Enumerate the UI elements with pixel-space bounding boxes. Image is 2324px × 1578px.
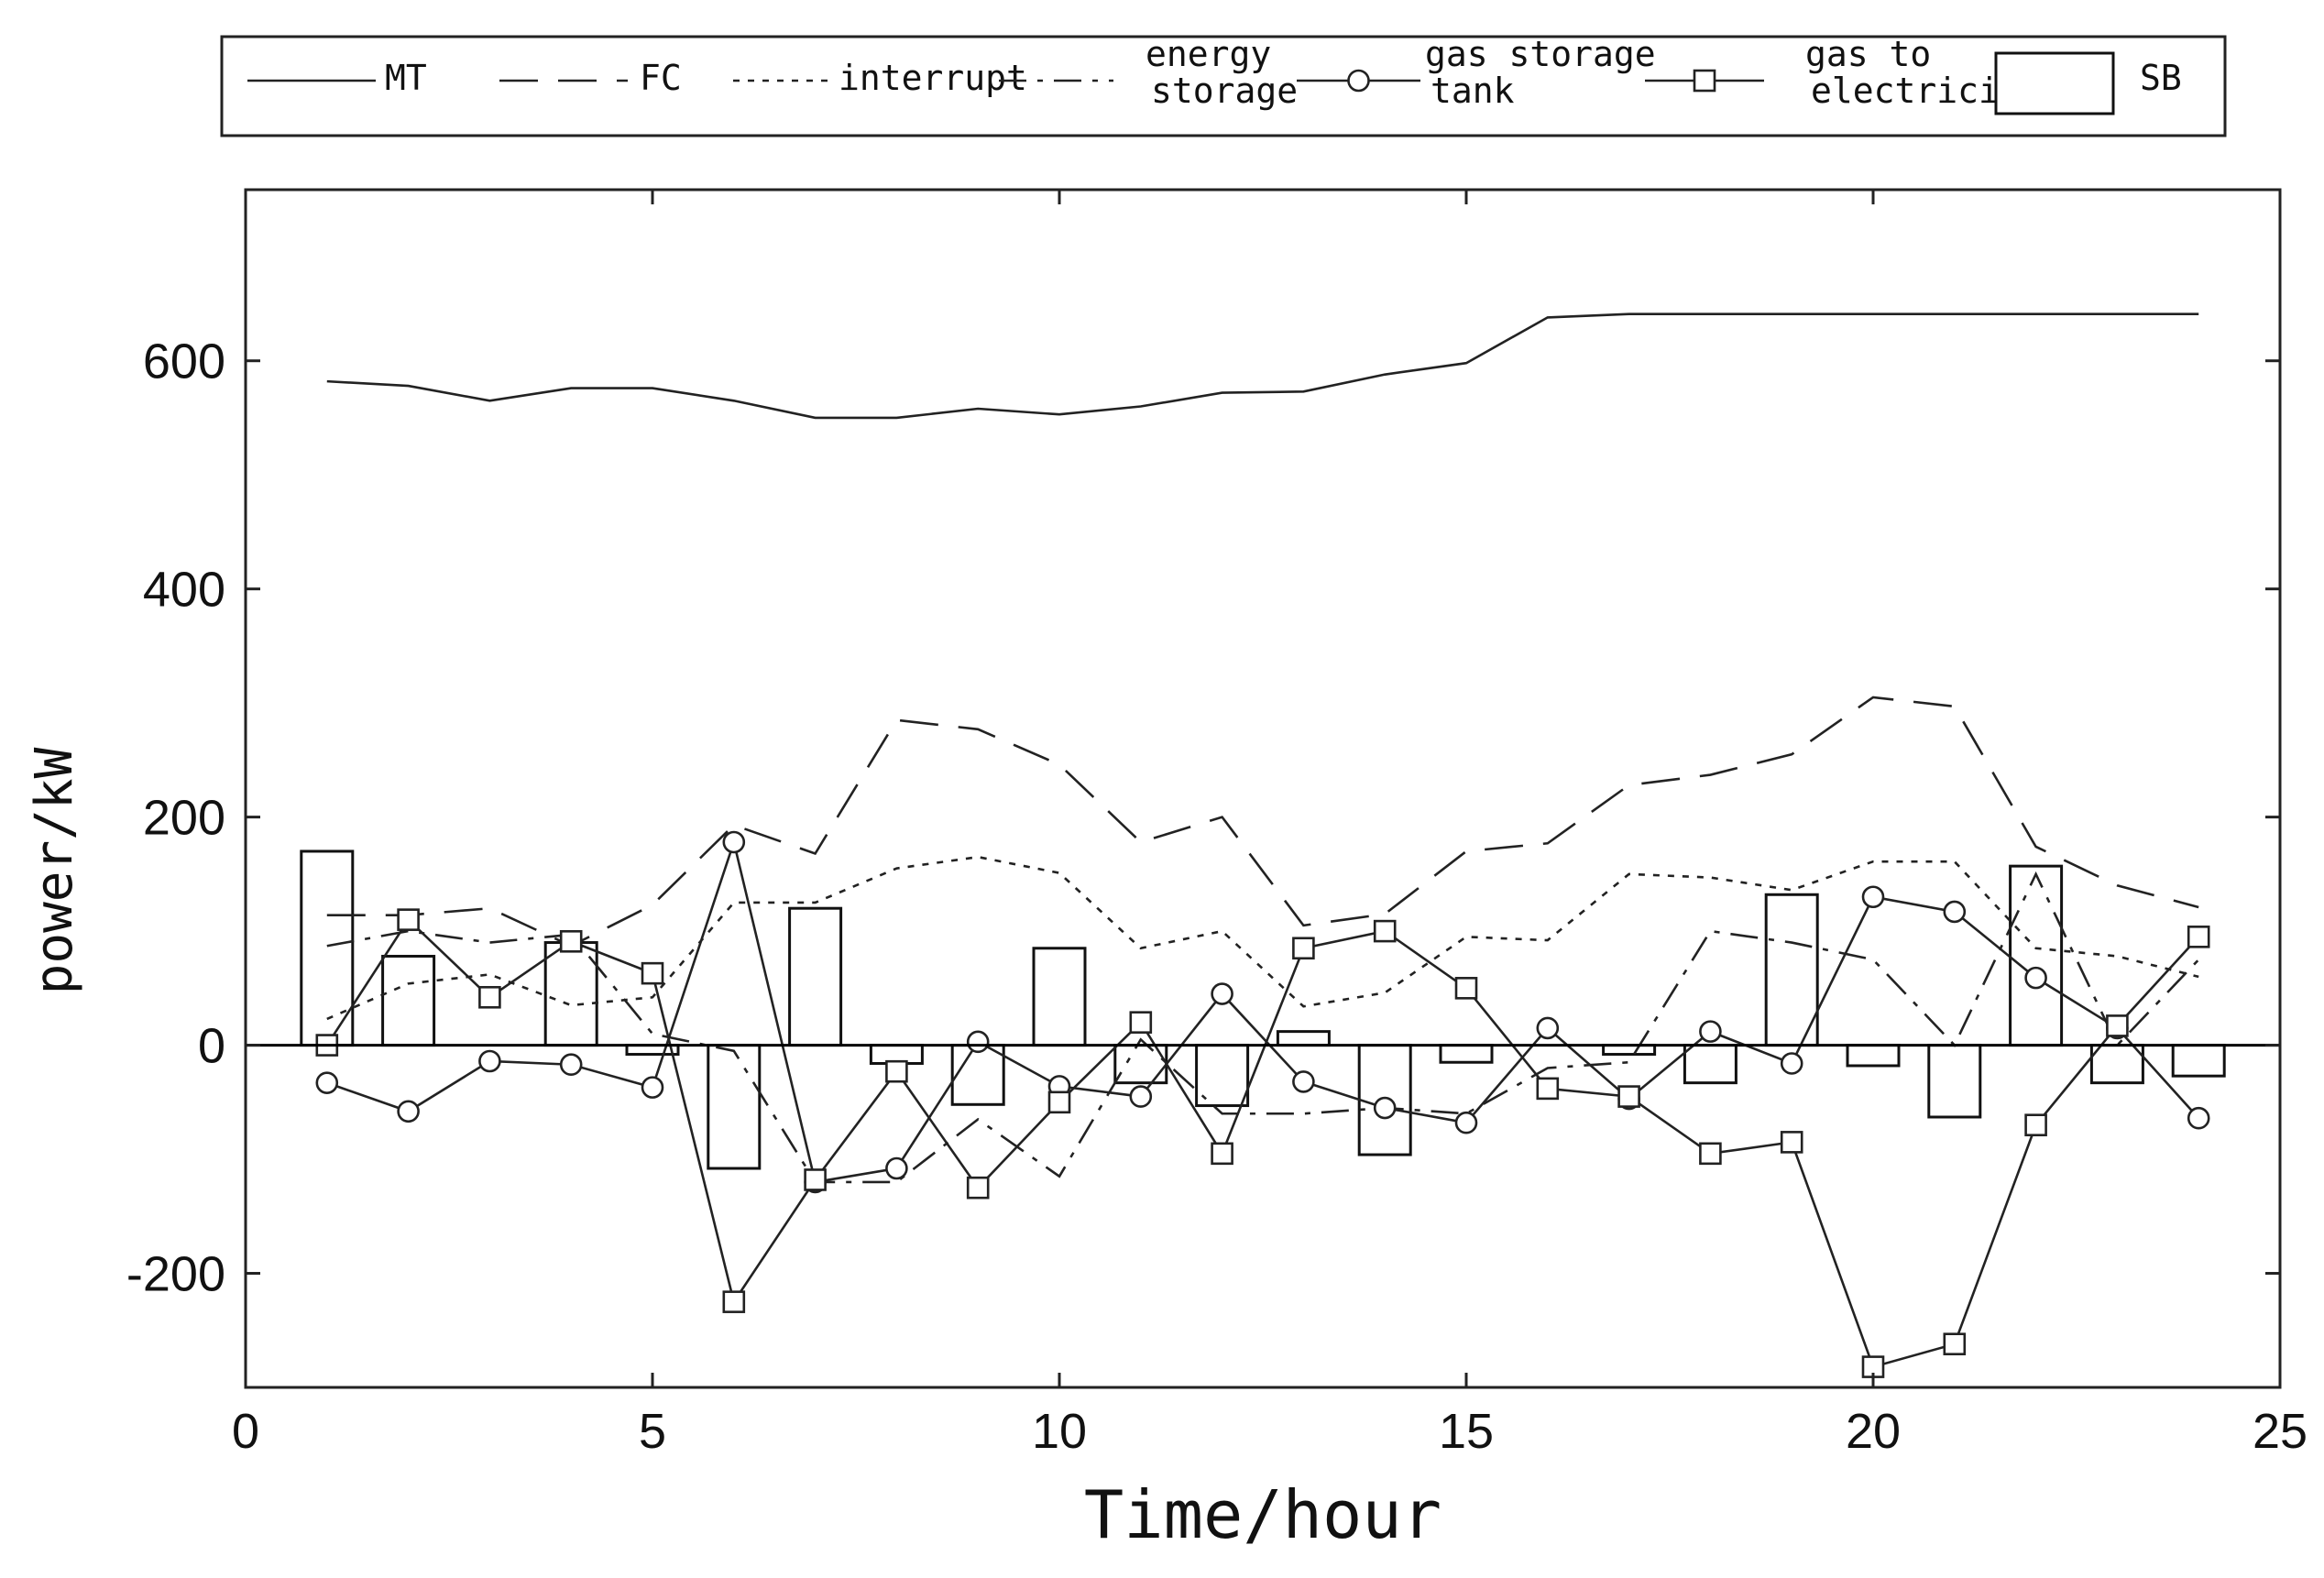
gas-to-electricity-marker	[1211, 1142, 1233, 1166]
gas-storage-marker	[641, 1076, 664, 1099]
series-markers	[315, 830, 2210, 1378]
axes: 0 5 10 15 20 25 -200 0 200 400 600	[126, 190, 2308, 1459]
gas-to-electricity-marker	[804, 1168, 827, 1191]
gas-to-electricity-marker	[559, 929, 583, 953]
gas-to-electricity-marker	[478, 985, 501, 1009]
gas-to-electricity-marker	[966, 1176, 990, 1200]
gas-to-electricity-marker	[1373, 919, 1397, 943]
sb-bar	[950, 1044, 1005, 1106]
gas-storage-marker	[1129, 1085, 1153, 1108]
gas-to-electricity-marker	[2024, 1113, 2047, 1137]
sb-bar	[707, 1044, 762, 1170]
sb-bar	[1764, 893, 1819, 1047]
gas-to-electricity-marker	[2187, 926, 2210, 948]
legend-marker	[1693, 69, 1716, 93]
gas-storage-marker	[1780, 1052, 1803, 1075]
y-tick-label: 400	[143, 563, 225, 618]
gas-to-electricity-marker	[1780, 1131, 1803, 1154]
sb-bar	[381, 954, 436, 1047]
legend-label: energy storage	[1146, 34, 1298, 111]
x-tick-label: 20	[1846, 1404, 1901, 1459]
sb-bar	[788, 906, 843, 1047]
gas-storage-marker	[559, 1053, 583, 1077]
gas-storage-marker	[478, 1049, 501, 1073]
legend-marker	[1347, 69, 1370, 93]
gas-storage-marker	[1373, 1096, 1397, 1120]
gas-to-electricity-marker	[1047, 1090, 1071, 1114]
gas-to-electricity-marker	[1454, 977, 1478, 1000]
gas-storage-marker	[397, 1100, 420, 1123]
sb-bar	[1276, 1030, 1331, 1047]
gas-storage-marker	[1861, 885, 1885, 909]
series-line	[326, 312, 2199, 420]
series-line	[326, 696, 2199, 948]
gas-to-electricity-marker	[1617, 1085, 1640, 1108]
gas-to-electricity-marker	[2106, 1014, 2129, 1037]
gas-storage-marker	[1699, 1020, 1722, 1043]
legend: MT FC interrupt energy storage gas storage tan…	[220, 34, 2227, 137]
series-line	[326, 838, 2200, 1184]
x-axis-label: Time/hour	[1084, 1476, 1442, 1553]
x-tick-label: 25	[2253, 1404, 2308, 1459]
legend-box	[220, 35, 2227, 137]
legend-label: interrupt	[839, 58, 1027, 98]
gas-storage-marker	[1943, 900, 1967, 924]
sb-bar	[1683, 1044, 1738, 1085]
gas-storage-marker	[2024, 966, 2047, 990]
legend-label: gas storage tank	[1425, 34, 1656, 111]
sb-bar	[2171, 1044, 2226, 1078]
series-line	[326, 855, 2199, 1021]
x-tick-label: 10	[1032, 1404, 1087, 1459]
plot-area	[244, 188, 2282, 1389]
sb-bar	[1927, 1044, 1982, 1119]
sb-bar	[1846, 1044, 1901, 1068]
gas-storage-marker	[722, 830, 746, 854]
gas-storage-marker	[885, 1156, 908, 1180]
gas-storage-marker	[1292, 1070, 1315, 1093]
y-axis-label: power/kW	[25, 747, 84, 994]
gas-to-electricity-marker	[641, 961, 664, 985]
gas-to-electricity-marker	[1699, 1142, 1722, 1166]
y-tick-label: 0	[198, 1019, 225, 1074]
gas-to-electricity-marker	[1292, 937, 1315, 960]
gas-storage-marker	[1454, 1111, 1478, 1134]
series-line	[326, 871, 2200, 1184]
legend-label: MT	[385, 58, 427, 98]
y-tick-label: 600	[143, 334, 225, 389]
gas-storage-marker	[2187, 1106, 2210, 1130]
sb-bar	[2009, 864, 2064, 1047]
sb-bar	[2089, 1044, 2144, 1085]
gas-to-electricity-marker	[397, 908, 420, 931]
plot-frame	[244, 188, 2282, 1389]
legend-label: FC	[640, 58, 682, 98]
gas-storage-marker	[966, 1030, 990, 1054]
gas-to-electricity-marker	[885, 1059, 908, 1083]
gas-to-electricity-marker	[1536, 1077, 1560, 1101]
y-tick-label: -200	[126, 1247, 225, 1302]
legend-swatch	[1994, 51, 2115, 115]
gas-to-electricity-marker	[1943, 1332, 1967, 1355]
x-tick-label: 5	[639, 1404, 666, 1459]
gas-to-electricity-marker	[1129, 1011, 1153, 1034]
x-tick-label: 15	[1439, 1404, 1494, 1459]
sb-bar	[1032, 947, 1087, 1047]
gas-storage-marker	[1211, 982, 1233, 1005]
sb-bar	[1439, 1044, 1494, 1064]
legend-label: SB	[2140, 58, 2182, 98]
gas-storage-marker	[315, 1071, 339, 1094]
gas-to-electricity-marker	[722, 1290, 746, 1313]
gas-storage-marker	[1536, 1016, 1560, 1040]
series-line	[325, 917, 2200, 1369]
sb-bars	[300, 849, 2226, 1170]
series-lines	[325, 312, 2200, 1369]
y-tick-label: 200	[143, 791, 225, 846]
x-tick-label: 0	[232, 1404, 259, 1459]
